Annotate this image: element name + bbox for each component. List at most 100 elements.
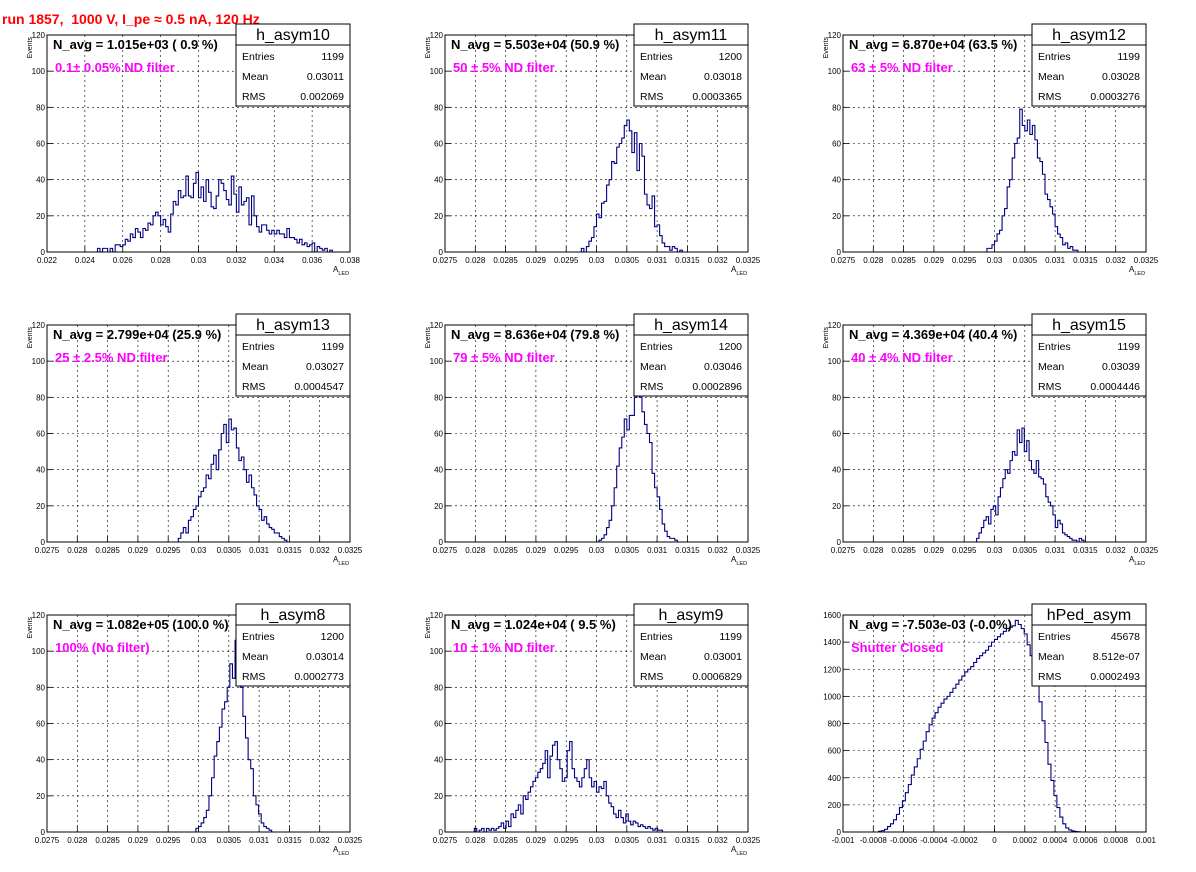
stats-key: Entries [640, 51, 673, 63]
x-tick-label: 0.0285 [95, 836, 120, 845]
x-tick-label: 0.0315 [675, 546, 700, 555]
x-tick-label: 0.0325 [736, 256, 761, 265]
stats-value: 1199 [321, 341, 344, 353]
stats-value: 1199 [1117, 51, 1140, 63]
x-tick-label: 0.032 [1106, 256, 1127, 265]
stats-value: 0.0003365 [692, 91, 742, 103]
stats-box [1031, 23, 1147, 107]
stats-box [633, 603, 749, 687]
x-tick-label: 0.0285 [95, 546, 120, 555]
y-tick-label: 80 [434, 683, 443, 692]
y-tick-label: 60 [832, 140, 841, 149]
navg-label: N_avg = 4.369e+04 (40.4 %) [849, 327, 1017, 342]
y-axis-title: Events [27, 37, 34, 59]
x-axis-title: ALED [333, 845, 349, 857]
x-tick-label: 0.0004 [1043, 836, 1068, 845]
y-axis-title: Events [27, 617, 34, 639]
stats-value: 1200 [321, 631, 345, 643]
x-tick-label: 0.0305 [217, 546, 242, 555]
stats-value: 0.0002493 [1090, 671, 1140, 683]
x-tick-label: 0.029 [128, 836, 149, 845]
x-axis-title: ALED [333, 555, 349, 567]
y-tick-label: 20 [434, 212, 443, 221]
y-tick-label: 0 [837, 248, 842, 257]
y-tick-label: 40 [36, 466, 45, 475]
y-tick-label: 20 [434, 502, 443, 511]
x-axis-title: ALED [333, 265, 349, 277]
y-tick-label: 60 [832, 430, 841, 439]
x-tick-label: 0.0275 [831, 546, 856, 555]
navg-label: N_avg = 1.082e+05 (100.0 %) [53, 617, 229, 632]
x-tick-label: 0.031 [249, 546, 270, 555]
x-tick-label: 0.026 [113, 256, 134, 265]
y-tick-label: 120 [32, 611, 46, 620]
x-tick-label: 0.0295 [156, 836, 181, 845]
stats-value: 8.512e-07 [1093, 651, 1140, 663]
x-tick-label: 0.03 [987, 256, 1003, 265]
histogram-name: h_asym14 [654, 317, 728, 334]
x-axis-title: ALED [1129, 555, 1145, 567]
stats-key: RMS [640, 91, 663, 103]
x-tick-label: 0.0305 [615, 836, 640, 845]
x-tick-label: 0.028 [465, 256, 486, 265]
y-tick-label: 100 [430, 67, 444, 76]
x-tick-label: 0.03 [987, 546, 1003, 555]
histogram-panel: 0.0275 0.028 0.0285 0.029 0.0295 0.03 0.0305 0.… [27, 603, 363, 857]
y-tick-label: 120 [32, 321, 46, 330]
y-axis-title: Events [425, 37, 432, 59]
x-tick-label: 0.029 [526, 546, 547, 555]
x-axis-title: ALED [731, 555, 747, 567]
x-tick-label: 0.0285 [891, 546, 916, 555]
y-tick-label: 600 [828, 747, 842, 756]
y-tick-label: 120 [828, 31, 842, 40]
stats-key: Mean [1038, 71, 1064, 83]
y-tick-label: 80 [434, 103, 443, 112]
y-tick-label: 60 [36, 720, 45, 729]
x-tick-label: 0.031 [647, 836, 668, 845]
y-tick-label: 100 [828, 357, 842, 366]
x-tick-label: 0.036 [302, 256, 323, 265]
histogram-name: h_asym15 [1052, 317, 1126, 334]
y-tick-label: 0 [439, 248, 444, 257]
x-tick-label: -0.0002 [951, 836, 979, 845]
x-tick-label: 0 [992, 836, 997, 845]
x-tick-label: 0.0325 [736, 836, 761, 845]
y-tick-label: 20 [832, 212, 841, 221]
x-tick-label: 0.029 [924, 546, 945, 555]
x-tick-label: 0.03 [589, 256, 605, 265]
y-tick-label: 1600 [823, 611, 841, 620]
stats-value: 0.0004446 [1090, 381, 1140, 393]
y-tick-label: 800 [828, 720, 842, 729]
stats-value: 0.03014 [306, 651, 344, 663]
navg-label: N_avg = 1.024e+04 ( 9.5 %) [451, 617, 616, 632]
filter-annotation: 10 ± 1% ND filter [453, 640, 555, 655]
x-tick-label: 0.0295 [554, 256, 579, 265]
stats-box [235, 23, 351, 107]
x-tick-label: 0.028 [151, 256, 172, 265]
histogram-name: h_asym8 [261, 607, 326, 624]
histogram-name: h_asym11 [655, 27, 728, 44]
stats-key: Mean [1038, 651, 1064, 663]
stats-value: 1199 [719, 631, 742, 643]
navg-label: N_avg = 6.870e+04 (63.5 %) [849, 37, 1017, 52]
stats-box [235, 603, 351, 687]
x-tick-label: 0.03 [589, 836, 605, 845]
stats-key: Mean [640, 71, 666, 83]
stats-key: Mean [640, 651, 666, 663]
histogram-name: hPed_asym [1047, 607, 1132, 624]
y-tick-label: 200 [828, 801, 842, 810]
stats-value: 0.03018 [704, 71, 742, 83]
x-tick-label: 0.032 [310, 836, 331, 845]
y-tick-label: 1400 [823, 638, 841, 647]
x-tick-label: 0.0325 [736, 546, 761, 555]
stats-key: Mean [242, 71, 268, 83]
y-tick-label: 40 [434, 756, 443, 765]
y-axis-title: Events [425, 617, 432, 639]
filter-annotation: 79 ± 5% ND filter [453, 350, 555, 365]
stats-value: 0.03039 [1102, 361, 1140, 373]
x-tick-label: -0.0006 [890, 836, 918, 845]
stats-value: 1199 [321, 51, 344, 63]
y-tick-label: 20 [434, 792, 443, 801]
y-tick-label: 100 [430, 357, 444, 366]
x-tick-label: 0.03 [589, 546, 605, 555]
